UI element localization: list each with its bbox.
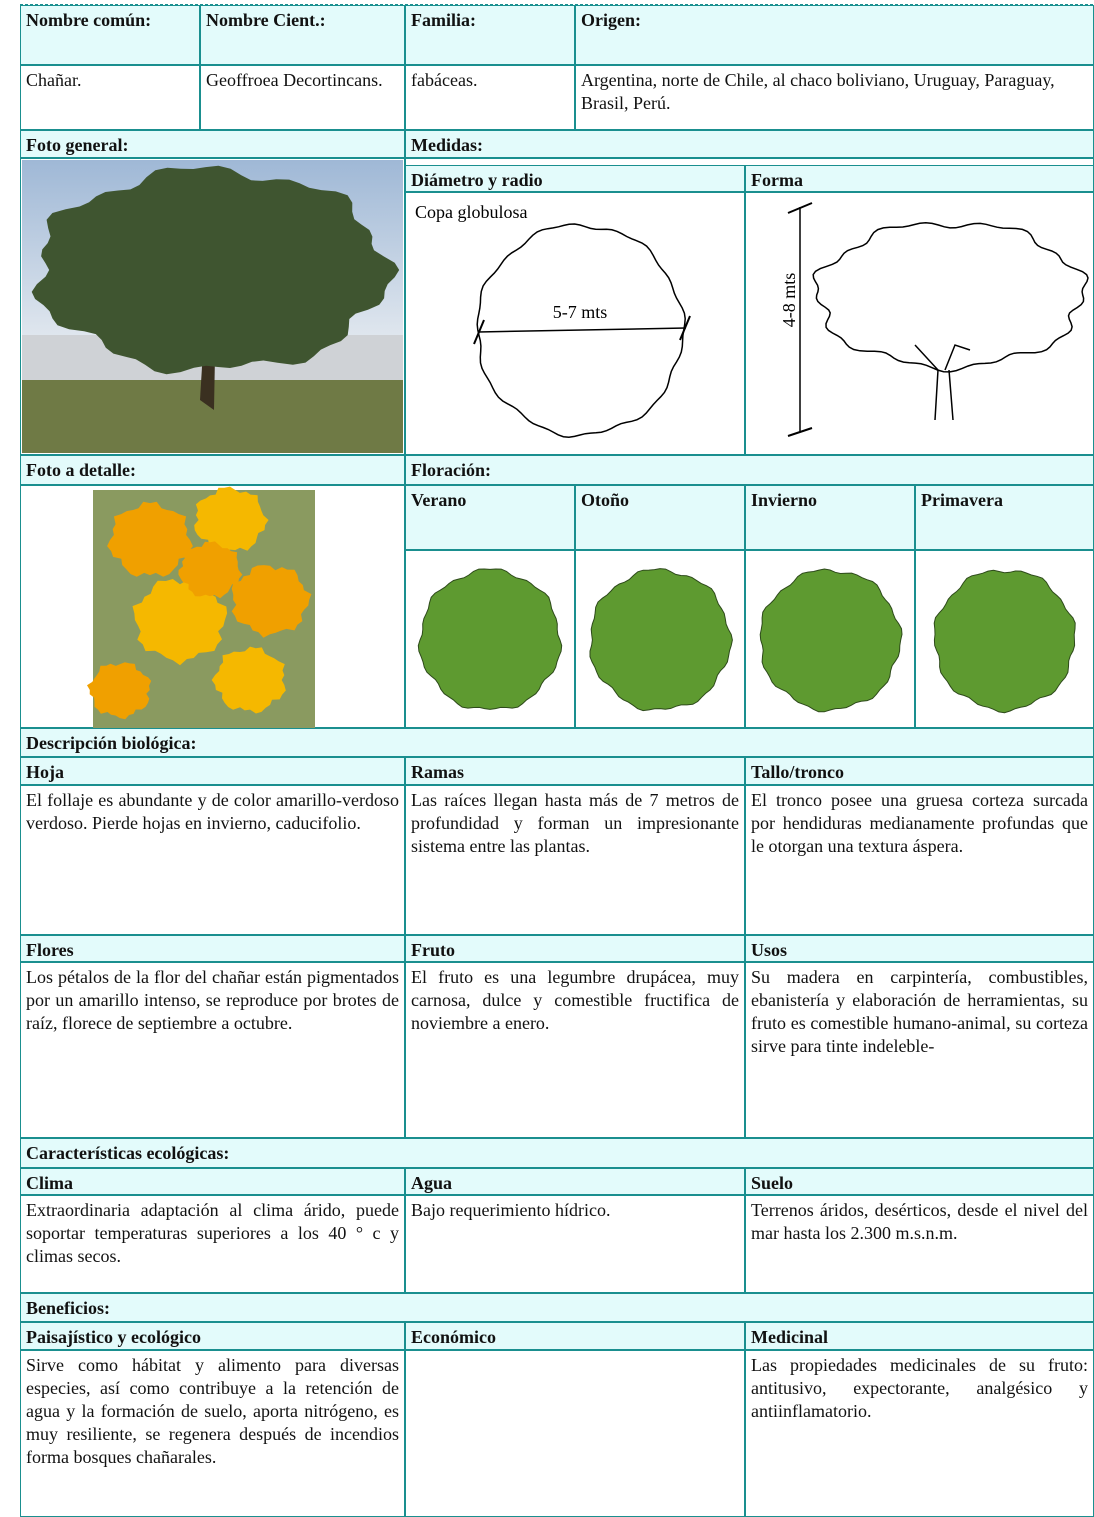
- item-heading: Clima: [20, 1168, 405, 1195]
- shape-title: Forma: [745, 165, 1094, 192]
- photo-general: [20, 158, 405, 455]
- item-text: Las propiedades medicinales de su fruto:…: [745, 1350, 1094, 1517]
- section-title: Características ecológicas:: [20, 1138, 1094, 1168]
- item-text: Extraordinaria adaptación al clima árido…: [20, 1195, 405, 1293]
- item-heading: Económico: [405, 1322, 745, 1350]
- item-text: El follaje es abundante y de color amari…: [20, 785, 405, 935]
- item-heading: Medicinal: [745, 1322, 1094, 1350]
- id-header: Nombre común:: [20, 5, 200, 65]
- item-text: El tronco posee una gruesa corteza surca…: [745, 785, 1094, 935]
- item-text: [405, 1350, 745, 1517]
- diameter-drawing: [405, 192, 745, 455]
- shape-drawing: [745, 192, 1094, 455]
- item-text: Sirve como hábitat y alimento para diver…: [20, 1350, 405, 1517]
- photo-label: Foto a detalle:: [20, 455, 405, 485]
- season-header: Invierno: [745, 485, 915, 550]
- item-text: Bajo requerimiento hídrico.: [405, 1195, 745, 1293]
- item-text: Los pétalos de la flor del chañar están …: [20, 962, 405, 1138]
- item-heading: Fruto: [405, 935, 745, 962]
- diameter-title: Diámetro y radio: [405, 165, 745, 192]
- item-heading: Tallo/tronco: [745, 757, 1094, 785]
- photo-label: Foto general:: [20, 130, 405, 158]
- item-text: Terrenos áridos, desérticos, desde el ni…: [745, 1195, 1094, 1293]
- id-value: Chañar.: [20, 65, 200, 130]
- section-title: Beneficios:: [20, 1293, 1094, 1322]
- season-drawing: [575, 550, 745, 728]
- photo-detail: [20, 485, 405, 728]
- id-value: Geoffroea Decortincans.: [200, 65, 405, 130]
- item-heading: Ramas: [405, 757, 745, 785]
- flowering-title: Floración:: [405, 455, 1094, 485]
- item-text: El fruto es una legumbre drupácea, muy c…: [405, 962, 745, 1138]
- measures-title: Medidas:: [405, 130, 1094, 158]
- item-text: Su madera en carpintería, combustibles, …: [745, 962, 1094, 1138]
- section-title: Descripción biológica:: [20, 728, 1094, 757]
- id-value: fabáceas.: [405, 65, 575, 130]
- id-header: Familia:: [405, 5, 575, 65]
- item-heading: Agua: [405, 1168, 745, 1195]
- id-header: Origen:: [575, 5, 1094, 65]
- season-drawing: [405, 550, 575, 728]
- item-heading: Suelo: [745, 1168, 1094, 1195]
- season-drawing: [915, 550, 1094, 728]
- id-value: Argentina, norte de Chile, al chaco boli…: [575, 65, 1094, 130]
- item-text: Las raíces llegan hasta más de 7 metros …: [405, 785, 745, 935]
- id-header: Nombre Cient.:: [200, 5, 405, 65]
- season-drawing: [745, 550, 915, 728]
- season-header: Otoño: [575, 485, 745, 550]
- item-heading: Paisajístico y ecológico: [20, 1322, 405, 1350]
- item-heading: Usos: [745, 935, 1094, 962]
- season-header: Verano: [405, 485, 575, 550]
- item-heading: Hoja: [20, 757, 405, 785]
- item-heading: Flores: [20, 935, 405, 962]
- season-header: Primavera: [915, 485, 1094, 550]
